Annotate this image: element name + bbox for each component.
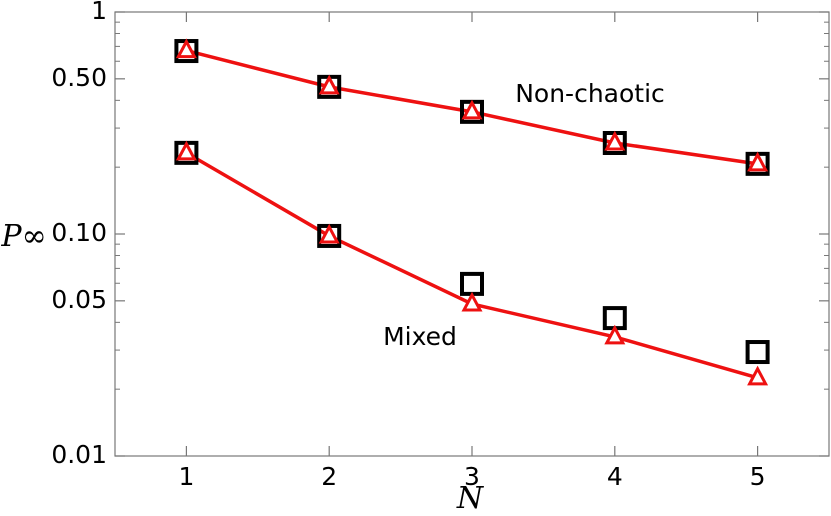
y-tick-label: 1 <box>91 0 107 25</box>
triangle-marker <box>604 130 626 151</box>
triangle-marker <box>461 291 483 312</box>
x-tick-label: 1 <box>178 462 194 491</box>
triangle-marker <box>318 74 340 95</box>
y-tick-label: 0.50 <box>51 63 107 92</box>
x-tick-label: 5 <box>750 462 766 491</box>
triangle-marker <box>175 140 197 161</box>
annotation: Non-chaotic <box>515 79 665 108</box>
x-tick-label: 3 <box>464 462 480 491</box>
series-line <box>185 151 759 380</box>
square-marker <box>745 340 770 365</box>
triangle-marker <box>175 38 197 59</box>
annotation: Mixed <box>383 322 457 351</box>
triangle-marker <box>747 151 769 172</box>
y-tick-label: 0.01 <box>51 440 107 469</box>
y-axis-label: P∞ <box>0 219 46 254</box>
square-marker <box>460 271 484 296</box>
triangle-marker <box>461 99 483 120</box>
y-tick-label: 0.05 <box>51 285 107 314</box>
triangle-marker <box>604 324 626 345</box>
x-tick-label: 2 <box>321 462 337 491</box>
triangle-marker <box>318 223 340 244</box>
x-tick-label: 4 <box>607 462 623 491</box>
x-axis-label: N <box>456 481 485 516</box>
plot-frame <box>114 11 830 457</box>
triangle-marker <box>747 365 769 386</box>
y-tick-label: 0.10 <box>51 218 107 247</box>
